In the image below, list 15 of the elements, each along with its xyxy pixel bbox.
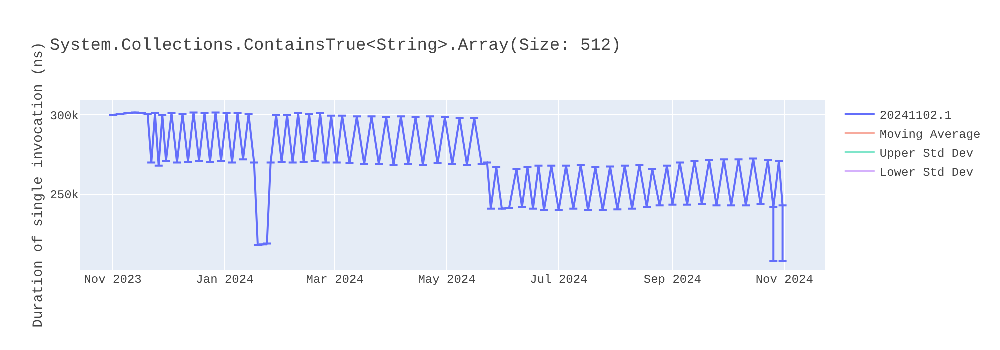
x-tick-label: May 2024 (418, 273, 476, 287)
legend-label: Upper Std Dev (880, 147, 974, 162)
x-tick-label: Jan 2024 (196, 273, 254, 287)
x-tick-label: Nov 2024 (756, 273, 814, 287)
legend-label: Moving Average (880, 128, 981, 142)
legend-label: 20241102.1 (880, 109, 952, 124)
x-tick-label: Sep 2024 (644, 273, 702, 287)
x-tick-label: Nov 2023 (84, 273, 142, 287)
y-tick-label: 300k (50, 109, 79, 124)
legend-label: Lower Std Dev (880, 166, 974, 180)
y-tick-label: 250k (50, 188, 79, 203)
chart-title: System.Collections.ContainsTrue<String>.Array(Size: 512) (50, 37, 622, 56)
x-tick-label: Mar 2024 (306, 273, 364, 287)
x-tick-label: Jul 2024 (530, 273, 588, 287)
y-axis-title: Duration of single invocation (ns) (31, 42, 47, 328)
